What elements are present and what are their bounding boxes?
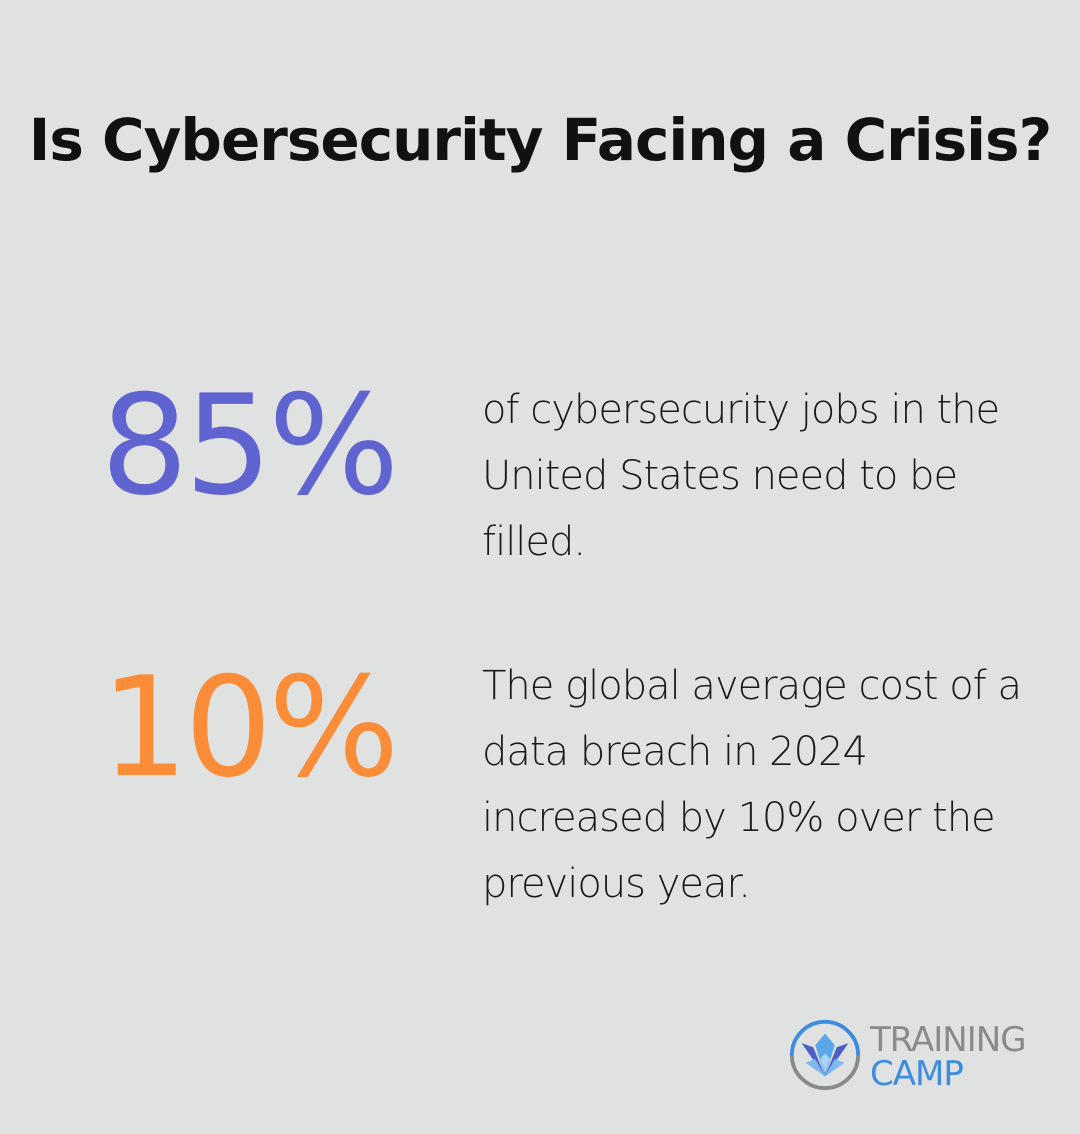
stat-value-1: 85% <box>100 365 400 526</box>
logo-text-training: TRAINING <box>870 1020 1027 1060</box>
stat-description-2: The global average cost of a data breach… <box>482 663 1022 907</box>
stat-description-1: of cybersecurity jobs in the United Stat… <box>482 387 1000 565</box>
logo-text-camp: CAMP <box>870 1054 964 1094</box>
lotus-icon <box>786 1016 864 1098</box>
stat-value-2: 10% <box>100 647 400 808</box>
training-camp-logo: TRAINING CAMP <box>786 1016 1027 1098</box>
page-title: Is Cybersecurity Facing a Crisis? <box>28 106 1052 174</box>
